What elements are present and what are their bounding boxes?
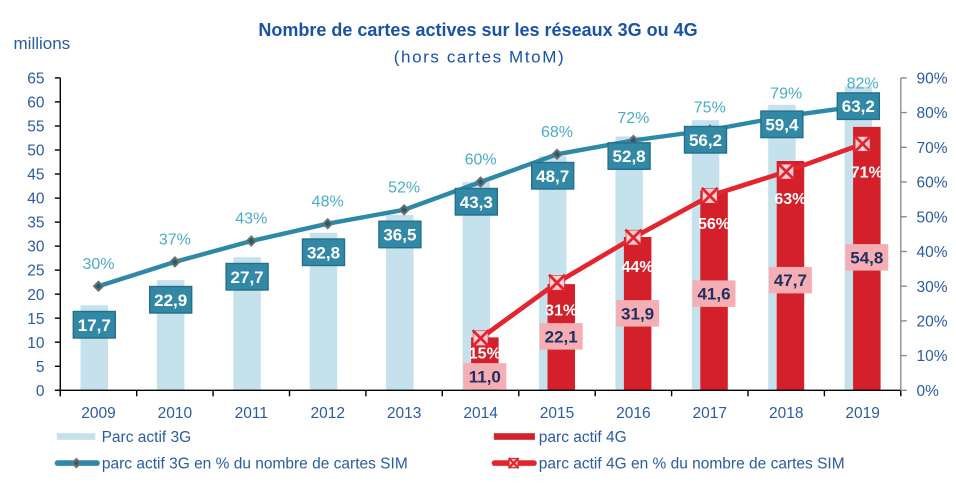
- svg-text:60%: 60%: [465, 152, 497, 169]
- svg-text:48%: 48%: [312, 193, 344, 210]
- svg-text:5: 5: [36, 359, 45, 376]
- svg-text:44%: 44%: [622, 259, 654, 276]
- svg-text:60: 60: [27, 95, 45, 112]
- svg-text:56,2: 56,2: [689, 131, 722, 150]
- svg-text:40: 40: [27, 191, 45, 208]
- svg-text:71%: 71%: [851, 165, 883, 182]
- svg-text:52%: 52%: [388, 179, 420, 196]
- svg-text:30%: 30%: [917, 279, 948, 296]
- svg-text:32,8: 32,8: [307, 243, 340, 262]
- svg-text:15: 15: [27, 311, 44, 328]
- svg-text:22,9: 22,9: [154, 291, 187, 310]
- svg-text:31,9: 31,9: [621, 304, 654, 323]
- svg-text:60%: 60%: [917, 175, 948, 192]
- svg-text:0%: 0%: [917, 383, 940, 400]
- svg-text:36,5: 36,5: [383, 226, 416, 245]
- svg-text:2011: 2011: [235, 405, 268, 422]
- svg-text:79%: 79%: [770, 86, 802, 103]
- svg-text:15%: 15%: [469, 345, 501, 362]
- svg-text:2017: 2017: [693, 405, 727, 422]
- svg-text:70%: 70%: [917, 140, 948, 157]
- svg-text:35: 35: [27, 215, 44, 232]
- svg-text:63%: 63%: [774, 191, 806, 208]
- svg-text:2012: 2012: [310, 405, 344, 422]
- svg-text:52,8: 52,8: [613, 147, 646, 166]
- svg-text:2013: 2013: [387, 405, 421, 422]
- svg-text:2019: 2019: [845, 405, 879, 422]
- svg-text:31%: 31%: [545, 303, 577, 320]
- svg-text:parc actif 4G: parc actif 4G: [539, 429, 627, 446]
- svg-text:41,6: 41,6: [697, 285, 730, 304]
- svg-text:2016: 2016: [616, 405, 650, 422]
- svg-text:55: 55: [27, 119, 44, 136]
- svg-text:25: 25: [27, 263, 44, 280]
- svg-text:0: 0: [36, 383, 45, 400]
- svg-text:30: 30: [27, 239, 45, 256]
- svg-text:millions: millions: [14, 34, 71, 53]
- svg-text:59,4: 59,4: [765, 116, 799, 135]
- svg-text:(hors cartes MtoM): (hors cartes MtoM): [394, 48, 565, 67]
- svg-text:68%: 68%: [541, 124, 573, 141]
- svg-text:56%: 56%: [698, 216, 730, 233]
- svg-text:65: 65: [27, 71, 44, 88]
- svg-text:11,0: 11,0: [469, 367, 501, 386]
- svg-text:2010: 2010: [158, 405, 193, 422]
- svg-text:parc actif 4G en % du nombre d: parc actif 4G en % du nombre de cartes S…: [539, 456, 845, 473]
- svg-text:27,7: 27,7: [231, 268, 264, 287]
- svg-text:47,7: 47,7: [774, 271, 807, 290]
- svg-text:90%: 90%: [917, 71, 948, 88]
- svg-text:10%: 10%: [917, 348, 948, 365]
- svg-text:50: 50: [27, 143, 45, 160]
- svg-text:2015: 2015: [540, 405, 574, 422]
- svg-text:40%: 40%: [917, 244, 948, 261]
- svg-text:10: 10: [27, 335, 45, 352]
- svg-text:75%: 75%: [694, 100, 726, 117]
- svg-text:Parc actif 3G: Parc actif 3G: [102, 429, 192, 446]
- svg-text:parc actif 3G en % du nombre d: parc actif 3G en % du nombre de cartes S…: [102, 456, 408, 473]
- svg-text:20%: 20%: [917, 314, 948, 331]
- svg-text:2018: 2018: [769, 405, 803, 422]
- svg-text:54,8: 54,8: [850, 249, 883, 268]
- svg-text:72%: 72%: [617, 110, 649, 127]
- svg-text:20: 20: [27, 287, 45, 304]
- svg-text:22,1: 22,1: [545, 327, 578, 346]
- svg-text:63,2: 63,2: [842, 97, 875, 116]
- svg-text:48,7: 48,7: [536, 167, 569, 186]
- svg-text:37%: 37%: [159, 232, 191, 249]
- svg-text:43,3: 43,3: [460, 193, 493, 212]
- svg-text:50%: 50%: [917, 209, 948, 226]
- svg-text:82%: 82%: [847, 75, 879, 92]
- svg-text:2009: 2009: [81, 405, 115, 422]
- svg-text:Nombre de cartes actives sur l: Nombre de cartes actives sur les réseaux…: [258, 20, 697, 40]
- svg-text:17,7: 17,7: [78, 316, 111, 335]
- svg-text:43%: 43%: [235, 211, 267, 228]
- svg-text:45: 45: [27, 167, 44, 184]
- svg-text:30%: 30%: [82, 256, 114, 273]
- svg-text:2014: 2014: [463, 405, 498, 422]
- svg-text:80%: 80%: [917, 105, 948, 122]
